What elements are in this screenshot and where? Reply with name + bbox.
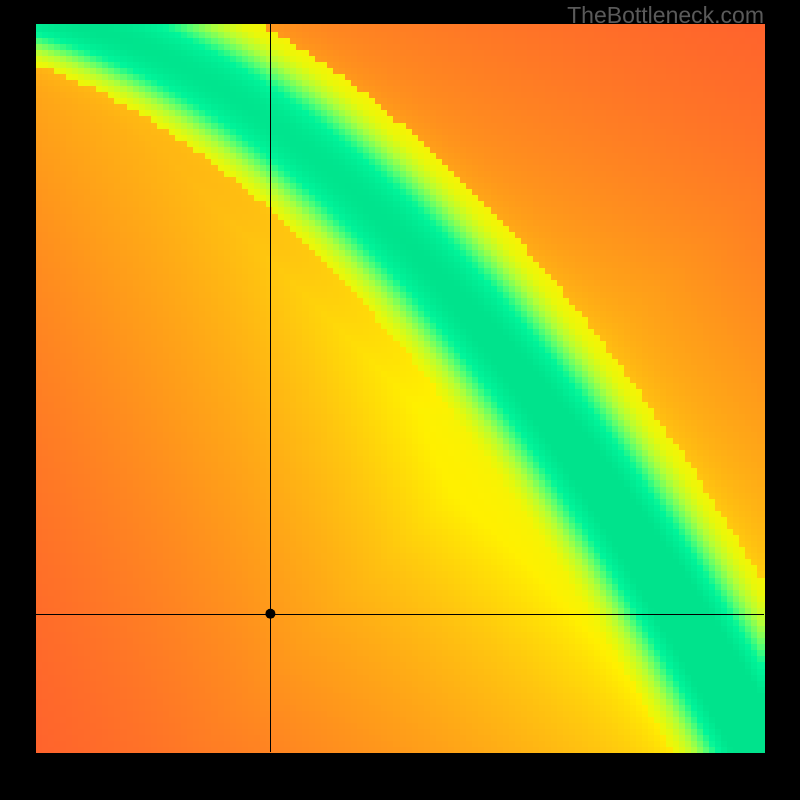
- heatmap-canvas: [0, 0, 800, 800]
- chart-frame: TheBottleneck.com: [0, 0, 800, 800]
- watermark-text: TheBottleneck.com: [567, 2, 764, 29]
